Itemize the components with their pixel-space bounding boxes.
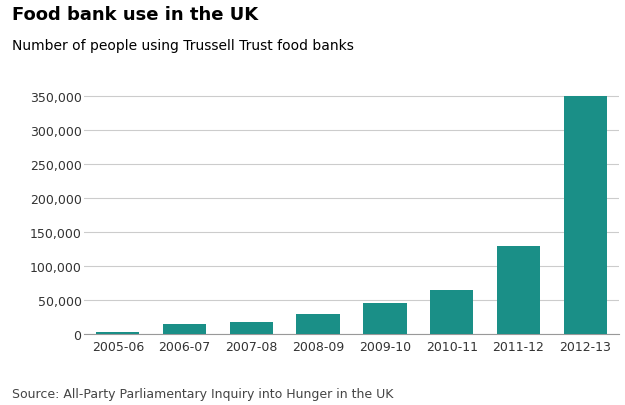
Bar — [163, 324, 206, 334]
Bar — [296, 314, 340, 334]
Text: Source: All-Party Parliamentary Inquiry into Hunger in the UK: Source: All-Party Parliamentary Inquiry … — [12, 387, 394, 400]
Bar — [96, 332, 139, 334]
Text: Number of people using Trussell Trust food banks: Number of people using Trussell Trust fo… — [12, 38, 354, 52]
Bar — [430, 290, 474, 334]
Bar — [564, 97, 607, 334]
Text: Food bank use in the UK: Food bank use in the UK — [12, 6, 259, 24]
Bar — [229, 322, 273, 334]
Bar — [497, 246, 540, 334]
Bar — [363, 303, 407, 334]
